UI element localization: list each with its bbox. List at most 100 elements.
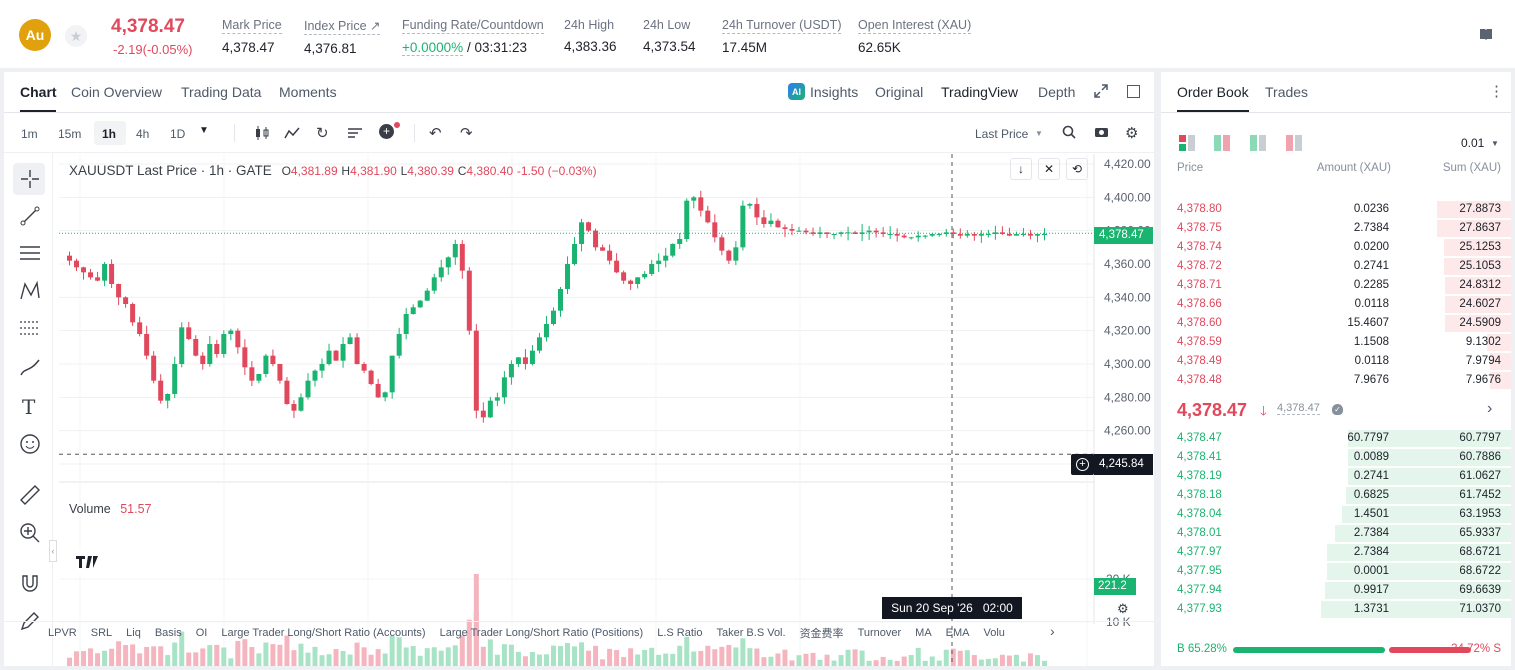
indicator-tab[interactable]: 资金费率 [799, 628, 844, 640]
tab-moments[interactable]: Moments [279, 84, 337, 100]
ask-row[interactable]: 4,378.66 0.0118 24.6027 [1161, 295, 1511, 314]
tab-trades[interactable]: Trades [1265, 84, 1309, 100]
camera-icon[interactable] [1094, 125, 1109, 142]
timeframe-15m[interactable]: 15m [58, 127, 82, 141]
indicator-tab[interactable]: EMA [945, 627, 970, 639]
emoji-tool-icon[interactable] [19, 433, 41, 458]
stat-label[interactable]: Funding Rate/Countdown [402, 18, 544, 34]
indicator-tab[interactable]: Large Trader Long/Short Ratio (Positions… [439, 627, 644, 639]
timeframe-1d[interactable]: 1D [170, 127, 186, 141]
indicator-tab[interactable]: Taker B.S Vol. [716, 627, 786, 639]
text-tool-icon[interactable]: T [22, 395, 36, 419]
brush-tool-icon[interactable] [19, 357, 41, 380]
horizontal-lines-tool-icon[interactable] [19, 243, 41, 266]
pattern-tool-icon[interactable] [19, 280, 41, 304]
candle-type-icon[interactable] [254, 126, 270, 143]
indicator-tab[interactable]: SRL [90, 627, 113, 639]
indicator-tab[interactable]: Volu [983, 627, 1005, 639]
window-icon[interactable] [1127, 85, 1140, 98]
ask-row[interactable]: 4,378.74 0.0200 25.1253 [1161, 238, 1511, 257]
bid-row[interactable]: 4,377.97 2.7384 68.6721 [1161, 543, 1511, 562]
templates-icon[interactable] [347, 126, 363, 143]
trendline-tool-icon[interactable] [20, 206, 40, 229]
bid-row[interactable]: 4,377.95 0.0001 68.6722 [1161, 562, 1511, 581]
tab-coin-overview[interactable]: Coin Overview [71, 84, 163, 100]
stat-label[interactable]: Open Interest (XAU) [858, 18, 972, 34]
axis-settings-icon[interactable]: ⚙ [1117, 601, 1129, 616]
indicator-tab[interactable]: Liq [126, 627, 141, 639]
bid-row[interactable]: 4,378.41 0.0089 60.7886 [1161, 448, 1511, 467]
mid-mark-price[interactable]: 4,378.47 [1277, 402, 1320, 415]
precision-select[interactable]: 0.01 [1461, 136, 1485, 150]
add-alert-icon[interactable]: + [379, 124, 394, 139]
ask-row[interactable]: 4,378.72 0.2741 25.1053 [1161, 257, 1511, 276]
stat-label[interactable]: Mark Price [222, 18, 282, 34]
indicator-tab[interactable]: OI [195, 627, 208, 639]
tab-insights[interactable]: Insights [810, 84, 859, 100]
settings-gear-icon[interactable]: ⚙ [1125, 125, 1139, 142]
favorite-star-icon[interactable]: ★ [65, 25, 87, 47]
indicators-icon[interactable] [284, 126, 300, 143]
timeframe-1h[interactable]: 1h [102, 127, 117, 141]
indicator-tab[interactable]: Turnover [857, 627, 902, 639]
view-asks-icon[interactable] [1286, 135, 1302, 154]
timeframe-dropdown-icon[interactable]: ▼ [199, 125, 209, 136]
chevron-right-icon[interactable]: › [1487, 400, 1493, 417]
zoom-in-tool-icon[interactable] [19, 522, 41, 547]
magnet-tool-icon[interactable] [19, 572, 41, 597]
book-icon[interactable] [1479, 27, 1495, 43]
stat-label[interactable]: Index Price ↗ [304, 19, 381, 35]
bid-row[interactable]: 4,378.18 0.6825 61.7452 [1161, 486, 1511, 505]
ask-row[interactable]: 4,378.59 1.1508 9.1302 [1161, 333, 1511, 352]
collapse-icon[interactable]: ✕ [1038, 158, 1060, 180]
pen-lock-tool-icon[interactable] [19, 610, 41, 635]
funding-rate[interactable]: +0.0000% [402, 40, 464, 56]
expand-icon[interactable] [1094, 84, 1108, 101]
more-options-icon[interactable]: ⋮ [1489, 83, 1504, 100]
collapse-toolbar-icon[interactable]: ‹ [49, 540, 57, 562]
ask-row[interactable]: 4,378.71 0.2285 24.8312 [1161, 276, 1511, 295]
ask-row[interactable]: 4,378.49 0.0118 7.9794 [1161, 352, 1511, 371]
arrow-down-icon[interactable]: ↓ [1010, 158, 1032, 180]
view-pair-icon[interactable] [1214, 135, 1230, 154]
crosshair-tool-icon[interactable] [20, 169, 40, 192]
tab-original[interactable]: Original [875, 84, 924, 100]
search-icon[interactable] [1062, 125, 1076, 142]
bid-row[interactable]: 4,377.93 1.3731 71.0370 [1161, 600, 1511, 619]
timeframe-1m[interactable]: 1m [21, 127, 38, 141]
tab-trading-data[interactable]: Trading Data [181, 84, 262, 100]
ask-row[interactable]: 4,378.75 2.7384 27.8637 [1161, 219, 1511, 238]
ask-row[interactable]: 4,378.80 0.0236 27.8873 [1161, 200, 1511, 219]
ask-row[interactable]: 4,378.60 15.4607 24.5909 [1161, 314, 1511, 333]
view-bids-icon[interactable] [1250, 135, 1266, 154]
indicator-tab[interactable]: LPVR [48, 627, 77, 639]
replay-icon[interactable]: ↻ [316, 125, 329, 142]
bid-row[interactable]: 4,378.01 2.7384 65.9337 [1161, 524, 1511, 543]
price-chart[interactable]: 4,420.004,400.004,380.004,360.004,340.00… [59, 154, 1154, 666]
tab-order-book[interactable]: Order Book [1177, 84, 1249, 100]
price-source-select[interactable]: Last Price [975, 127, 1029, 141]
undo-icon[interactable]: ↶ [429, 125, 442, 142]
ask-row[interactable]: 4,378.48 7.9676 7.9676 [1161, 371, 1511, 390]
redo-icon[interactable]: ↷ [460, 125, 473, 142]
chevron-down-icon[interactable]: ▼ [1035, 129, 1043, 138]
indicator-tab[interactable]: L.S Ratio [657, 627, 703, 639]
chevron-down-icon[interactable]: ▼ [1491, 139, 1499, 148]
tab-chart[interactable]: Chart [20, 84, 57, 100]
indicator-tab[interactable]: MA [915, 627, 932, 639]
refresh-icon[interactable]: ⟲ [1066, 158, 1088, 180]
stat-label[interactable]: 24h Turnover (USDT) [722, 18, 842, 34]
tab-tradingview[interactable]: TradingView [941, 84, 1019, 100]
bid-row[interactable]: 4,378.47 60.7797 60.7797 [1161, 429, 1511, 448]
indicator-tab[interactable]: Basis [154, 627, 182, 639]
bid-row[interactable]: 4,378.19 0.2741 61.0627 [1161, 467, 1511, 486]
timeframe-4h[interactable]: 4h [136, 127, 150, 141]
indicator-tab[interactable]: Large Trader Long/Short Ratio (Accounts) [221, 627, 426, 639]
ruler-tool-icon[interactable] [19, 484, 41, 509]
fib-tool-icon[interactable] [19, 319, 41, 342]
add-crosshair-icon[interactable]: + [1071, 454, 1094, 475]
chevron-right-icon[interactable]: › [1050, 623, 1055, 639]
view-both-icon[interactable] [1179, 135, 1195, 154]
bid-row[interactable]: 4,377.94 0.9917 69.6639 [1161, 581, 1511, 600]
tab-depth[interactable]: Depth [1038, 84, 1076, 100]
